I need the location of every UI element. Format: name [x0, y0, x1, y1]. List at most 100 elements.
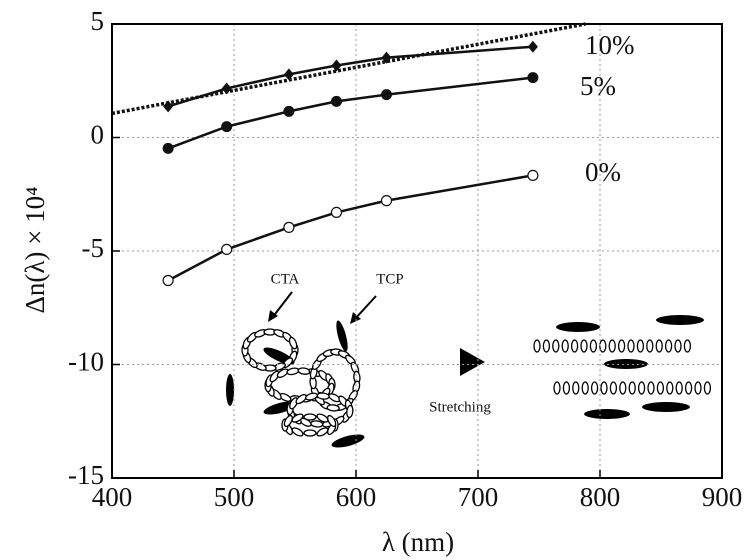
coil-segment	[297, 367, 311, 375]
x-tick-label: 900	[702, 482, 743, 512]
coil-segment	[628, 381, 636, 395]
coil-segment	[533, 339, 541, 353]
coil-segment	[283, 414, 293, 428]
rod	[226, 374, 234, 406]
coil-segment	[295, 394, 307, 405]
coil-segment	[288, 336, 298, 350]
coil-segment	[570, 339, 579, 353]
coil-segment	[553, 381, 561, 395]
coil-segment	[552, 339, 560, 353]
series-line	[167, 76, 534, 150]
series-label: 0%	[585, 157, 621, 187]
coil-segment	[656, 381, 665, 395]
marker	[221, 82, 232, 95]
marker	[527, 40, 538, 53]
rod	[642, 402, 690, 412]
coil-segment	[289, 397, 299, 410]
coil-segment	[646, 339, 654, 353]
tcp-arrow	[353, 295, 377, 321]
coil-segment	[608, 339, 616, 353]
stretch-arrow	[430, 348, 485, 376]
rod	[656, 315, 704, 325]
marker	[162, 142, 174, 154]
y-tick-label: 0	[91, 120, 105, 150]
cta-arrow	[271, 291, 293, 319]
x-axis-label: λ (nm)	[382, 527, 454, 557]
coil-segment	[580, 339, 588, 353]
coil-segment	[346, 404, 354, 419]
coil-segment	[590, 381, 599, 395]
coil-segment	[655, 339, 663, 353]
coil-segment	[600, 381, 608, 395]
coil-segment	[542, 339, 551, 353]
marker	[330, 95, 342, 107]
marker	[527, 72, 539, 84]
y-tick-label: -10	[68, 347, 104, 377]
coil-segment	[316, 427, 329, 437]
rod	[584, 409, 630, 419]
coil-segment	[666, 381, 674, 395]
coil-segment	[675, 381, 683, 395]
annotation: TCP	[376, 271, 404, 287]
series-line	[167, 45, 533, 108]
x-tick-label: 500	[214, 482, 255, 512]
marker	[283, 68, 294, 81]
coil-segment	[694, 381, 702, 395]
marker	[527, 169, 539, 182]
coil-segment	[561, 339, 569, 353]
coil-segment	[269, 370, 280, 383]
cta-arrow-head	[268, 310, 278, 322]
coil-segment	[303, 413, 317, 421]
marker	[221, 121, 233, 133]
coil-segment	[703, 381, 712, 395]
y-axis-label: Δn(λ) × 10⁴	[20, 186, 50, 313]
y-tick-label: 5	[91, 6, 105, 36]
coil-segment	[627, 339, 635, 353]
coil-segment	[581, 381, 589, 395]
coil-segment	[647, 381, 655, 395]
coil-segment	[636, 339, 645, 353]
coil-segment	[637, 381, 646, 395]
x-tick-label: 400	[92, 482, 133, 512]
coil-segment	[303, 429, 317, 437]
coil-segment	[664, 339, 673, 353]
series-label: 10%	[585, 30, 635, 60]
plot-frame	[111, 23, 723, 479]
coil-segment	[617, 339, 626, 353]
inset-illustration	[226, 291, 712, 448]
marker	[162, 274, 174, 287]
coil-segment	[326, 404, 340, 412]
rod	[556, 322, 600, 332]
rod	[336, 320, 348, 352]
coil-segment	[572, 381, 580, 395]
coil-segment	[327, 414, 337, 428]
coil-segment	[684, 381, 693, 395]
x-tick-label: 600	[336, 482, 377, 512]
series-line	[167, 174, 534, 282]
coil-segment	[589, 339, 598, 353]
coil-segment	[562, 381, 571, 395]
rod	[331, 434, 365, 448]
coil-segment	[609, 381, 618, 395]
annotation: Stretching	[429, 399, 491, 415]
rod	[604, 359, 648, 369]
y-tick-label: -15	[68, 460, 104, 490]
marker	[331, 59, 342, 72]
coil-segment	[291, 413, 304, 423]
marker	[330, 206, 343, 219]
marker	[381, 51, 392, 64]
x-tick-label: 700	[458, 482, 499, 512]
y-tick-label: -5	[82, 233, 105, 263]
marker	[163, 100, 174, 113]
marker	[381, 89, 392, 101]
coil-segment	[286, 367, 300, 376]
x-tick-label: 800	[580, 482, 621, 512]
annotation: CTA	[271, 271, 300, 287]
coil-segment	[599, 339, 607, 353]
coil-segment	[683, 339, 692, 353]
series-label: 5%	[580, 71, 616, 101]
marker	[283, 221, 295, 233]
marker	[283, 105, 295, 117]
tcp-arrow-head	[350, 312, 361, 324]
